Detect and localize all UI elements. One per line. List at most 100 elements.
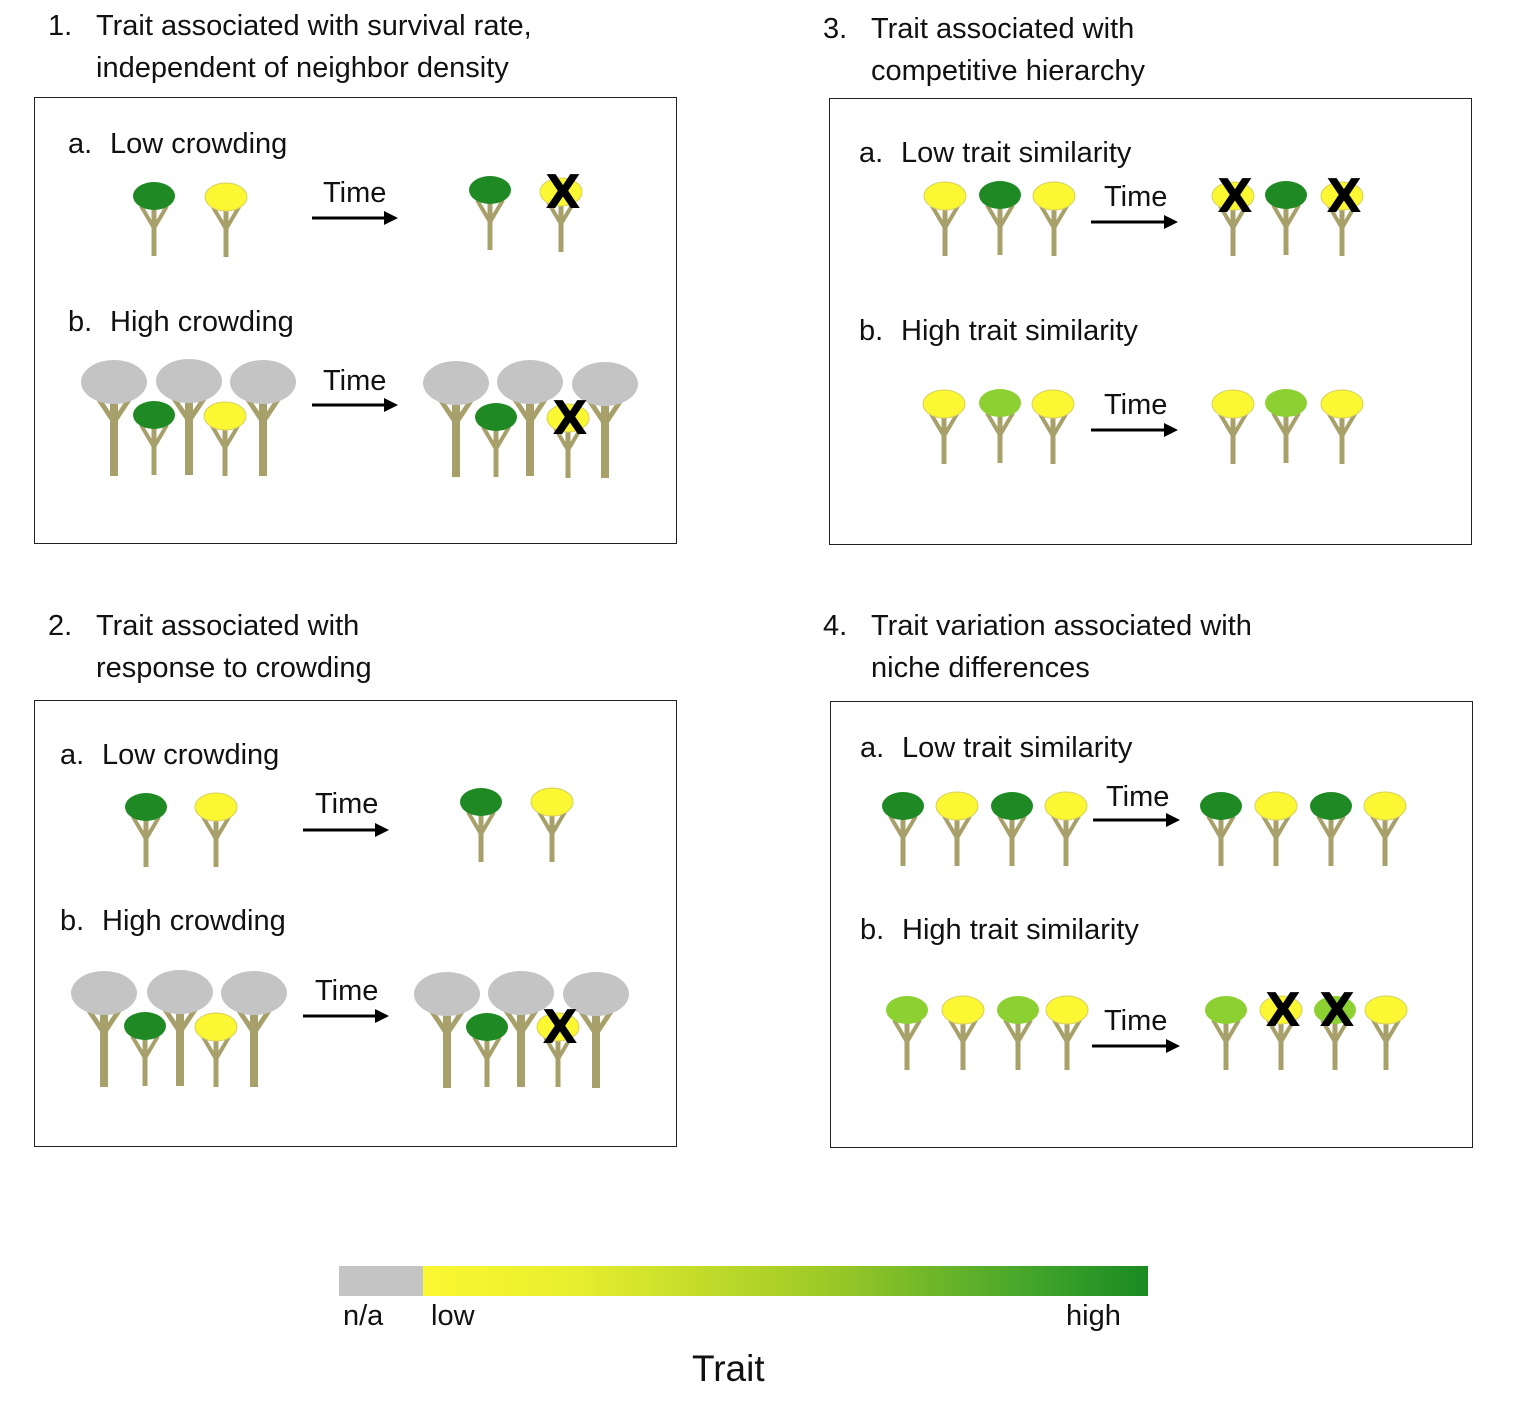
panel-2-box (34, 700, 677, 1147)
p1b-after-tree-2-branch-left (553, 426, 570, 452)
p3b-before-tree-3-branch-left (1038, 412, 1055, 438)
p4a-before-tree-1-crown (882, 792, 924, 820)
p3b-before-tree-1-branch-left (929, 412, 946, 438)
p3b-after-tree-3-crown (1320, 389, 1364, 419)
p3a-after-tree-1-crown (1211, 181, 1255, 211)
p4a-before-tree-2-branch-right (955, 814, 972, 840)
p3b-before-tree-1-crown (922, 389, 966, 419)
panel-3-title-line-2: competitive hierarchy (871, 55, 1145, 87)
p1a-after-tree-1-branch-left (475, 198, 492, 224)
trait-scale-gradient (423, 1266, 1148, 1296)
p4a-before-tree-1-branch-left (888, 814, 905, 840)
panel-4-row-a-label: a. Low trait similarity (860, 732, 1132, 765)
p2a-after-tree-1-crown (460, 788, 502, 816)
p3a-before-tree-3-branch-right (1052, 204, 1069, 230)
panel-2-row-b-text: High crowding (102, 905, 286, 937)
p4b-after-tree-4-crown (1364, 995, 1408, 1025)
p4a-before-tree-2-branch-left (942, 814, 959, 840)
p4a-after-tree-3-branch-left (1316, 814, 1333, 840)
p3a-after-tree-3-crown (1320, 181, 1364, 211)
p2b-after-tree-1-crown (466, 1013, 508, 1041)
p4b-after-tree-3-branch-right (1333, 1018, 1350, 1044)
p3a-before-tree-2-crown (979, 181, 1021, 209)
panel-1-title-line-1: Trait associated with survival rate, (96, 10, 532, 42)
panel-2-row-a-time-label: Time (315, 788, 379, 820)
p4a-before-tree-4-branch-right (1064, 814, 1081, 840)
p3a-after-tree-2-crown (1265, 181, 1307, 209)
panel-4-row-a-letter: a. (860, 732, 885, 764)
panel-1-row-b-letter: b. (68, 306, 93, 338)
p1b-before-tree-2-branch-left (210, 424, 227, 450)
p3a-after-tree-3-dead-marker: X (1326, 169, 1361, 223)
p4b-before-tree-2-crown (941, 995, 985, 1025)
panel-4-number: 4. (823, 610, 848, 642)
legend-title: Trait (692, 1348, 765, 1389)
p3b-before-tree-1-branch-right (942, 412, 959, 438)
p4b-after-tree-1-crown (1205, 996, 1247, 1024)
p1b-before-tree-1-branch-left (139, 423, 156, 449)
p2b-after-tree-1-branch-right (485, 1035, 502, 1061)
panel-3-box (829, 98, 1472, 545)
panel-1-row-b-label: b. High crowding (68, 306, 294, 339)
p2b-before-tree-2-branch-right (214, 1035, 231, 1061)
p4a-after-tree-2-branch-left (1261, 814, 1278, 840)
legend-na-label: n/a (343, 1300, 384, 1332)
p4b-after-tree-3-dead-marker: X (1319, 983, 1354, 1037)
panel-2-number: 2. (48, 610, 73, 642)
panel-4-row-b-label: b. High trait similarity (860, 914, 1139, 947)
panel-1-row-a-text: Low crowding (110, 128, 288, 160)
panel-3-row-a-letter: a. (859, 137, 884, 169)
p1a-after-tree-1-branch-right (488, 198, 505, 224)
panel-1-number: 1. (48, 10, 73, 42)
p3b-after-tree-2-branch-right (1284, 411, 1301, 437)
p2b-before-neighbor-1-crown (71, 971, 137, 1015)
p3b-before-tree-2-branch-right (998, 411, 1015, 437)
panel-3-title-line-1: Trait associated with (871, 13, 1135, 45)
p2b-before-tree-1-crown (124, 1012, 166, 1040)
p2b-after-tree-2-branch-left (543, 1035, 560, 1061)
p2b-after-tree-2-branch-right (556, 1035, 573, 1061)
p3b-time-arrow-head (1164, 423, 1178, 437)
p3a-time-arrow-head (1164, 215, 1178, 229)
p4b-after-tree-2-dead-marker: X (1265, 983, 1300, 1037)
p4a-before-tree-4-crown (1044, 791, 1088, 821)
p2b-after-tree-1-branch-left (472, 1035, 489, 1061)
p1b-time-arrow-head (384, 398, 398, 412)
p2b-after-neighbor-3-crown (563, 972, 629, 1016)
p3b-before-tree-2-branch-left (985, 411, 1002, 437)
p3b-after-tree-2-branch-left (1271, 411, 1288, 437)
panel-4-title: 4. Trait variation associated with niche… (823, 605, 1423, 689)
p1b-after-tree-1-crown (475, 403, 517, 431)
panel-3-row-a-label: a. Low trait similarity (859, 137, 1131, 170)
p1b-before-neighbor-2-crown (156, 359, 222, 403)
p3a-before-tree-3-crown (1032, 181, 1076, 211)
trait-color-scale (339, 1266, 1148, 1296)
p1a-after-tree-2-crown (539, 177, 583, 207)
panel-2-row-b-letter: b. (60, 905, 85, 937)
p4b-after-tree-4-branch-right (1384, 1018, 1401, 1044)
p4b-after-tree-3-crown (1314, 996, 1356, 1024)
panel-2-row-a-text: Low crowding (102, 739, 280, 771)
panel-2-title-line-2: response to crowding (96, 652, 372, 684)
p4b-before-tree-3-branch-left (1003, 1018, 1020, 1044)
p4b-before-tree-4-branch-right (1065, 1018, 1082, 1044)
panel-2-title: 2. Trait associated with response to cro… (48, 605, 648, 689)
p1a-after-tree-1-crown (469, 176, 511, 204)
p3b-after-tree-3-branch-right (1340, 412, 1357, 438)
p4a-after-tree-4-crown (1363, 791, 1407, 821)
p4b-after-tree-3-branch-left (1320, 1018, 1337, 1044)
p1a-time-arrow-head (384, 211, 398, 225)
p3a-before-tree-2-branch-left (985, 203, 1002, 229)
p4a-before-tree-3-crown (991, 792, 1033, 820)
p1b-before-tree-2-crown (203, 401, 247, 431)
p4b-before-tree-2-branch-right (961, 1018, 978, 1044)
p2b-before-tree-2-branch-left (201, 1035, 218, 1061)
p4b-before-tree-4-crown (1045, 995, 1089, 1025)
p2b-before-tree-2-crown (194, 1012, 238, 1042)
p1b-after-tree-1-branch-right (494, 425, 511, 451)
p3b-after-tree-3-branch-left (1327, 412, 1344, 438)
p4a-after-tree-2-branch-right (1274, 814, 1291, 840)
p2a-before-tree-1-branch-right (144, 815, 161, 841)
p3a-after-tree-1-dead-marker: X (1217, 169, 1252, 223)
p4a-after-tree-1-branch-left (1206, 814, 1223, 840)
